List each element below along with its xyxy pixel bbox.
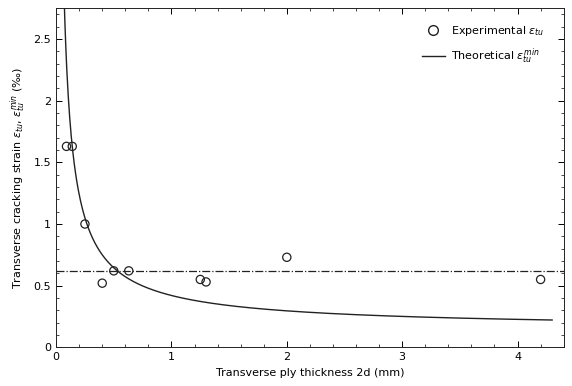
Point xyxy=(98,280,107,286)
Legend: Experimental $\varepsilon_{tu}$, Theoretical $\varepsilon_{tu}^{min}$: Experimental $\varepsilon_{tu}$, Theoret… xyxy=(419,21,548,70)
Point xyxy=(536,276,545,283)
X-axis label: Transverse ply thickness 2d (mm): Transverse ply thickness 2d (mm) xyxy=(216,368,404,378)
Point xyxy=(196,276,205,283)
Point xyxy=(62,143,71,149)
Y-axis label: Transverse cracking strain $\varepsilon_{tu}$, $\varepsilon_{tu}^{min}$ (‰): Transverse cracking strain $\varepsilon_… xyxy=(9,67,28,289)
Point xyxy=(109,268,118,274)
Point xyxy=(124,268,133,274)
Point xyxy=(201,279,210,285)
Point xyxy=(282,254,291,261)
Point xyxy=(80,221,89,227)
Point xyxy=(67,143,77,149)
